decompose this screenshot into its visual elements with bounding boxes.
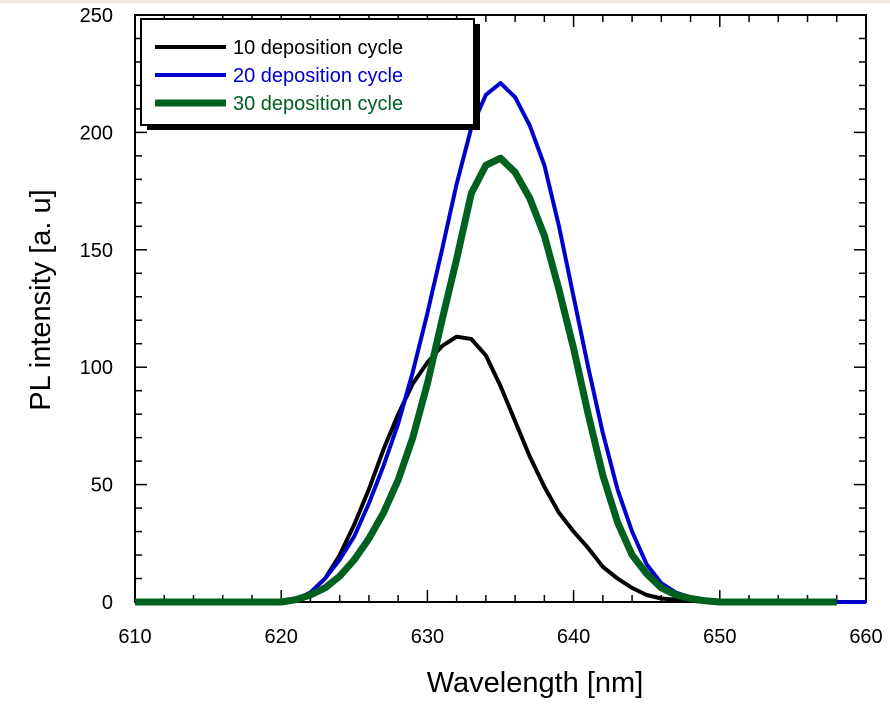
y-axis-title: PL intensity [a. u] xyxy=(25,189,57,410)
series-lines xyxy=(135,81,866,606)
y-tick-label: 100 xyxy=(80,357,113,379)
plot-frame xyxy=(134,14,867,603)
y-tick-label: 0 xyxy=(102,592,113,614)
series-line-30-deposition-cycle xyxy=(135,154,837,606)
y-tick-label: 150 xyxy=(80,240,113,262)
x-tick-label: 640 xyxy=(557,626,590,648)
legend: 10 deposition cycle 20 deposition cycle 30… xyxy=(140,18,480,130)
legend-label: 20 deposition cycle xyxy=(233,65,403,87)
y-tick-label: 250 xyxy=(80,5,113,27)
axes: 610 620 630 640 650 660 0 50 100 150 200 250 xyxy=(80,5,883,648)
top-border xyxy=(0,0,890,3)
legend-label: 30 deposition cycle xyxy=(233,93,403,115)
y-tick-label: 200 xyxy=(80,122,113,144)
x-tick-label: 610 xyxy=(118,626,151,648)
x-tick-label: 660 xyxy=(849,626,882,648)
y-tick-label: 50 xyxy=(91,475,113,497)
x-tick-label: 620 xyxy=(265,626,298,648)
x-tick-label: 650 xyxy=(703,626,736,648)
legend-box xyxy=(140,18,475,126)
x-axis-title: Wavelength [nm] xyxy=(427,667,644,699)
x-tick-label: 630 xyxy=(411,626,444,648)
legend-label: 10 deposition cycle xyxy=(233,37,403,59)
